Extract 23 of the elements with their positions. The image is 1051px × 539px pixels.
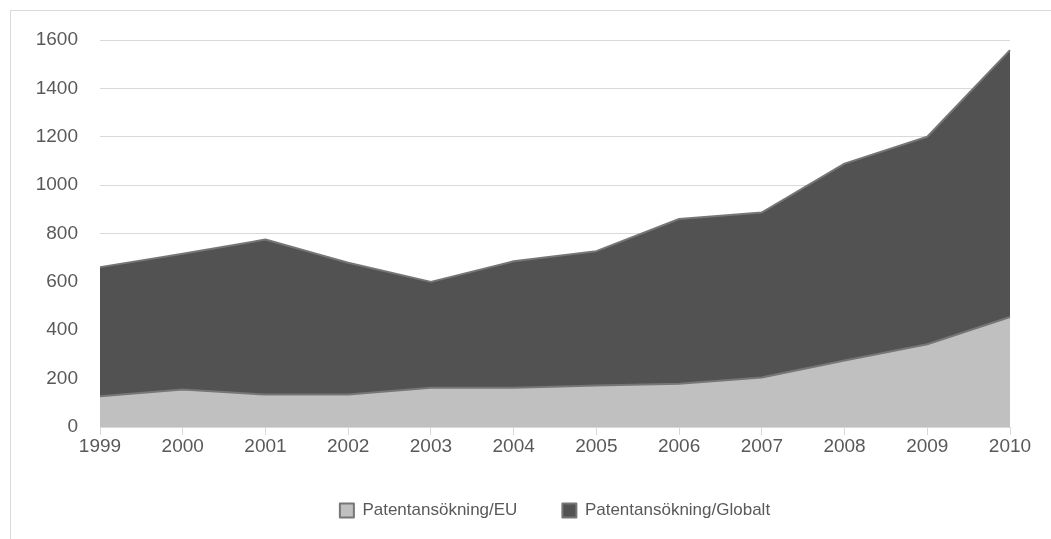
x-tick-label: 2007	[740, 434, 783, 456]
x-tick-label: 2004	[492, 434, 536, 456]
y-tick-label: 1400	[35, 76, 78, 98]
y-tick-label: 1200	[35, 124, 78, 146]
x-tick-label: 2005	[575, 434, 618, 456]
y-tick-label: 1600	[35, 28, 78, 50]
x-tick-label: 2008	[823, 434, 866, 456]
y-tick-label: 600	[46, 270, 78, 292]
legend-label: Patentansökning/Globalt	[584, 500, 771, 520]
y-tick-label: 800	[46, 221, 78, 243]
y-tick-label: 400	[46, 318, 78, 340]
x-tick-label: 2000	[161, 434, 204, 456]
x-tick-label: 2010	[988, 434, 1032, 456]
x-tick-label: 2009	[906, 434, 949, 456]
x-tick-label: 2002	[327, 434, 370, 456]
y-tick-label: 0	[67, 415, 78, 437]
y-tick-label: 1000	[35, 173, 78, 195]
x-tick-label: 1999	[78, 434, 122, 456]
y-tick-label: 200	[46, 366, 78, 388]
x-tick-label: 2001	[244, 434, 287, 456]
x-tick-label: 2003	[409, 434, 453, 456]
x-tick-label: 2006	[657, 434, 701, 456]
legend-label: Patentansökning/EU	[362, 500, 518, 520]
